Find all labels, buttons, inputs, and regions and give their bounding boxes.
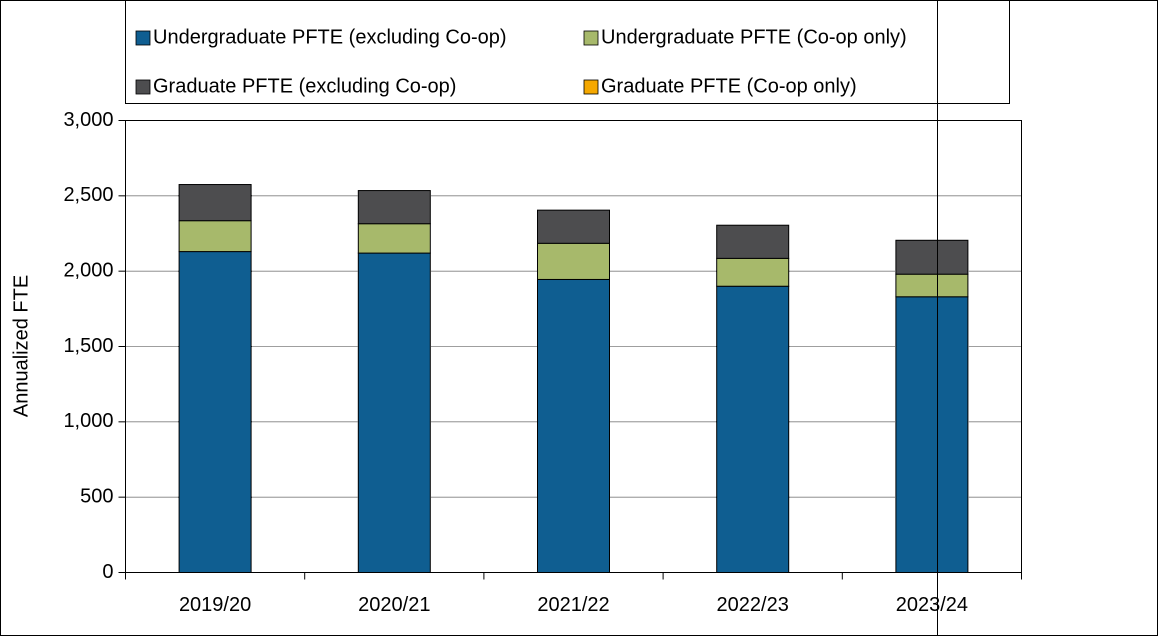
legend-swatch [583,30,599,46]
bar-segment [716,285,790,573]
legend-box [125,0,1010,104]
y-tick-label: 2,000 [63,259,113,281]
legend-swatch [583,79,599,95]
bar-segment [537,209,610,244]
bar-segment [716,224,790,259]
legend-label: Graduate PFTE (excluding Co-op) [153,75,456,97]
bar-segment [357,223,431,254]
bar-segment [716,257,790,287]
bar-segment [895,239,969,275]
bar-segment [357,190,431,225]
bar-segment [895,296,969,573]
legend-label: Undergraduate PFTE (excluding Co-op) [153,26,507,48]
bar-segment [357,252,431,573]
bar-segment [178,184,252,222]
bar-segment [895,273,969,298]
legend-label: Undergraduate PFTE (Co-op only) [601,26,907,48]
x-tick-label: 2022/23 [717,594,789,616]
legend-swatch [135,30,151,46]
y-tick-label: 1,500 [63,335,113,357]
y-tick-label: 2,500 [63,184,113,206]
x-tick-label: 2020/21 [358,594,430,616]
legend-swatch [135,79,151,95]
y-tick-label: 1,000 [63,410,113,432]
y-tick-label: 3,000 [63,109,113,131]
x-tick-label: 2019/20 [179,594,251,616]
bar-segment [178,251,252,574]
x-tick-label: 2023/24 [896,594,968,616]
bar-segment [178,220,252,253]
bar-segment [537,278,610,573]
y-tick-label: 0 [102,561,113,583]
legend-label: Graduate PFTE (Co-op only) [601,75,857,97]
y-tick-label: 500 [80,485,113,507]
bar-segment [537,242,610,280]
y-axis-label: Annualized FTE [10,275,32,417]
x-tick-label: 2021/22 [537,594,609,616]
